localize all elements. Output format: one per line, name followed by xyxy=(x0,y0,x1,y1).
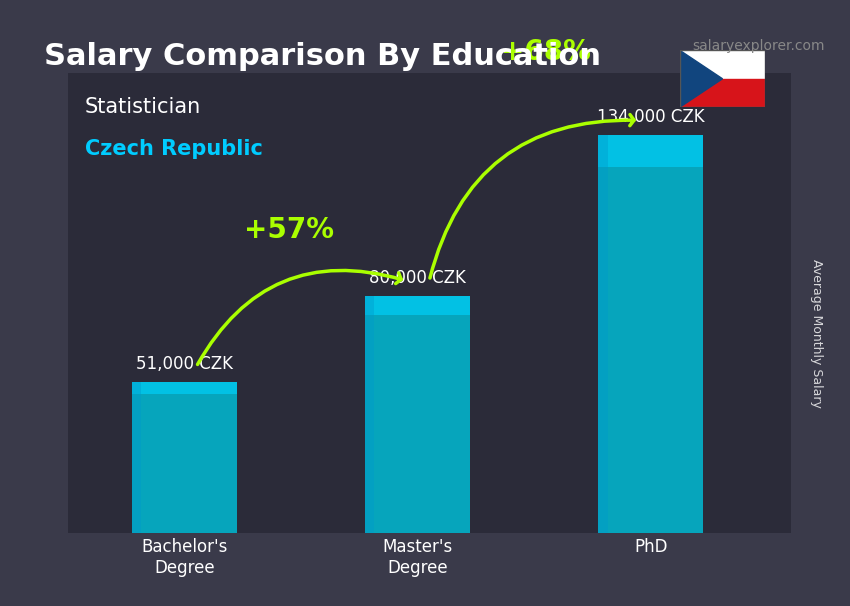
Bar xyxy=(132,382,237,394)
Bar xyxy=(366,296,470,315)
Text: Czech Republic: Czech Republic xyxy=(85,139,263,159)
Bar xyxy=(598,135,703,533)
Text: 80,000 CZK: 80,000 CZK xyxy=(369,268,466,287)
Bar xyxy=(598,135,703,167)
Text: Statistician: Statistician xyxy=(85,97,201,117)
Text: 51,000 CZK: 51,000 CZK xyxy=(136,355,233,373)
Text: Average Monthly Salary: Average Monthly Salary xyxy=(809,259,823,408)
Bar xyxy=(598,135,608,533)
Bar xyxy=(132,382,141,533)
Bar xyxy=(680,50,765,79)
Text: 134,000 CZK: 134,000 CZK xyxy=(597,108,705,126)
Bar xyxy=(680,79,765,107)
Text: Salary Comparison By Education: Salary Comparison By Education xyxy=(44,42,602,72)
Text: +68%: +68% xyxy=(501,38,591,66)
Bar xyxy=(132,382,237,533)
Bar xyxy=(366,296,470,533)
Bar xyxy=(366,296,375,533)
Text: +57%: +57% xyxy=(245,216,334,244)
Text: salaryexplorer.com: salaryexplorer.com xyxy=(692,39,824,53)
Polygon shape xyxy=(680,50,722,107)
